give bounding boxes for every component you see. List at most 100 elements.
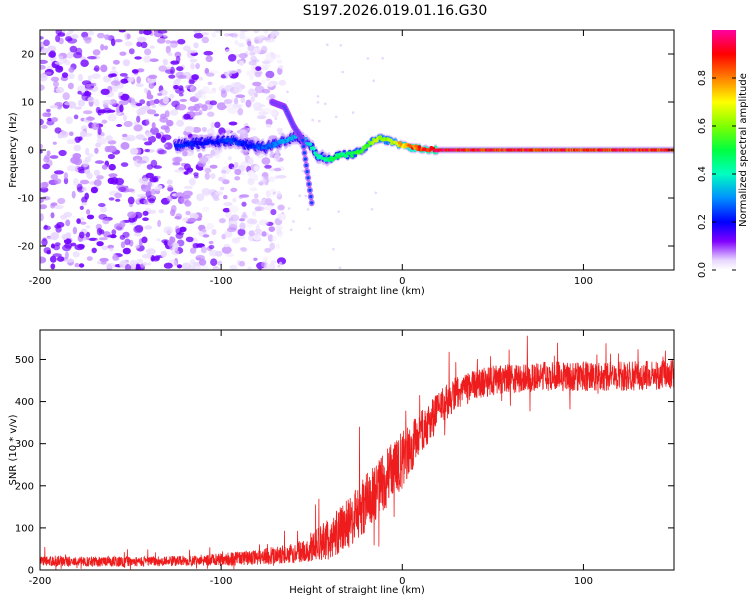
noise-blob [55, 65, 64, 73]
noise-blob [274, 153, 281, 162]
noise-blob [108, 73, 114, 78]
noise-blob [81, 202, 88, 206]
noise-blob [247, 266, 252, 270]
noise-blob [164, 142, 173, 150]
noise-blob [231, 237, 241, 244]
noise-blob [101, 245, 109, 251]
noise-blob [187, 49, 198, 54]
noise-blob [130, 97, 136, 106]
noise-blob [147, 262, 152, 266]
colorbar-ticks: 0.0 0.2 0.4 0.6 0.8 [697, 70, 736, 278]
noise-blob [252, 59, 260, 63]
noise-blob [61, 72, 69, 78]
noise-blob [107, 113, 117, 122]
noise-blob [253, 257, 258, 261]
spectrogram-ytick-label: 0 [28, 146, 34, 157]
noise-blob [146, 109, 157, 115]
noise-blob [46, 250, 51, 255]
noise-blob [247, 40, 252, 47]
noise-blob [239, 247, 246, 251]
noise-blob [201, 32, 210, 36]
noise-blob [99, 205, 108, 213]
colorbar-gradient [712, 30, 736, 270]
noise-blob [225, 211, 233, 219]
noise-blob [50, 263, 56, 270]
noise-blob [80, 130, 87, 138]
noise-blob [250, 96, 255, 103]
snr-ytick-label: 0 [28, 566, 34, 577]
noise-blob [54, 61, 64, 65]
noise-blob [49, 155, 59, 159]
noise-blob [55, 30, 62, 35]
noise-blob [78, 136, 83, 141]
noise-blob [265, 70, 275, 79]
noise-blob [227, 70, 237, 74]
noise-blob [43, 39, 50, 47]
noise-blob [167, 52, 173, 57]
noise-blob [209, 100, 217, 106]
noise-blob [126, 188, 135, 192]
noise-blob [256, 115, 267, 120]
noise-blob [176, 104, 187, 111]
noise-blob [40, 84, 45, 91]
noise-blob [141, 253, 152, 259]
noise-blob [160, 250, 167, 258]
noise-blob [50, 212, 55, 219]
noise-blob [121, 136, 132, 141]
noise-blob [218, 218, 226, 224]
noise-blob [206, 222, 214, 230]
noise-blob [86, 214, 95, 220]
ridge-core [308, 142, 313, 146]
noise-blob [230, 187, 238, 193]
noise-blob [170, 109, 179, 116]
noise-blob [133, 121, 139, 126]
noise-blob [177, 74, 187, 79]
noise-blob [249, 187, 258, 192]
noise-blob [227, 156, 232, 161]
noise-blob [239, 31, 246, 40]
snr-ytick-label: 400 [15, 397, 34, 408]
noise-blob [115, 198, 121, 202]
noise-blob [53, 244, 60, 251]
noise-blob [144, 48, 152, 56]
noise-blob [269, 242, 276, 251]
noise-blob [107, 153, 115, 160]
noise-blob [239, 194, 250, 198]
noise-blob [277, 67, 283, 75]
noise-blob [223, 194, 228, 200]
noise-blob [237, 236, 246, 240]
noise-blob [172, 243, 179, 252]
snr-ylabel: SNR (10 * v/v) [8, 414, 19, 485]
noise-blob [78, 263, 85, 268]
noise-blob [209, 250, 218, 257]
noise-blob [203, 50, 214, 56]
noise-blob [149, 177, 158, 183]
noise-blob [127, 211, 137, 219]
noise-blob [71, 190, 76, 199]
noise-blob [214, 30, 222, 33]
noise-blob [141, 236, 148, 244]
noise-blob [49, 50, 56, 58]
noise-blob [172, 161, 181, 166]
noise-blob [263, 30, 269, 35]
noise-blob [264, 164, 272, 169]
noise-blob [189, 85, 197, 93]
noise-blob [207, 128, 215, 136]
noise-blob [109, 99, 118, 106]
noise-blob [79, 205, 84, 210]
noise-blob [94, 160, 105, 164]
noise-blob [209, 164, 218, 169]
noise-blob [269, 188, 277, 197]
noise-blob [53, 170, 64, 175]
noise-blob [72, 251, 80, 258]
noise-blob [74, 263, 80, 268]
noise-blob [134, 224, 144, 233]
noise-blob [52, 253, 62, 257]
noise-blob [190, 62, 195, 70]
noise-blob [65, 219, 71, 227]
noise-blob [135, 263, 141, 270]
noise-blob [114, 39, 123, 43]
snr-xlabel: Height of straight line (km) [289, 585, 425, 596]
noise-blob [168, 74, 176, 79]
